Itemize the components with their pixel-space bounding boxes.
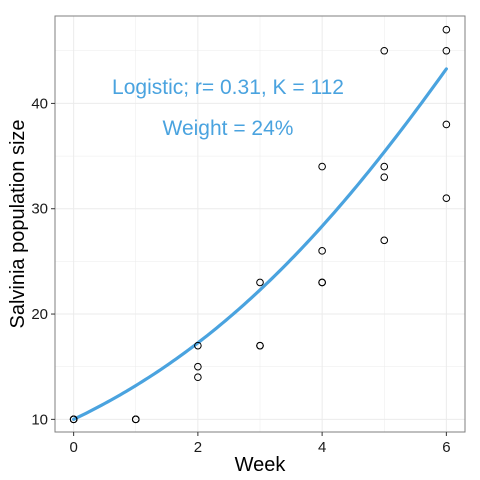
data-point xyxy=(194,373,202,382)
data-point xyxy=(69,415,78,424)
data-point xyxy=(131,415,140,424)
data-point xyxy=(380,173,389,181)
data-points xyxy=(69,25,451,424)
data-point xyxy=(256,278,264,287)
y-tick-label: 40 xyxy=(31,95,48,112)
data-point xyxy=(442,25,451,34)
y-tick-label: 20 xyxy=(31,306,48,323)
x-axis-title: Week xyxy=(235,454,287,476)
data-point xyxy=(442,46,451,55)
x-tick-label: 0 xyxy=(69,439,77,456)
data-point xyxy=(380,46,389,55)
y-tick-label: 10 xyxy=(31,411,48,428)
axis-ticks: 0 2 4 6 10 20 30 40 xyxy=(31,95,450,456)
weight-annotation-label: Weight = 24% xyxy=(163,117,294,140)
fit-curve xyxy=(72,67,448,421)
data-point xyxy=(318,278,326,287)
x-tick-label: 2 xyxy=(194,439,202,456)
data-point xyxy=(442,194,451,202)
data-point xyxy=(318,247,326,255)
data-point xyxy=(380,162,389,171)
fit-curve-layer xyxy=(72,67,448,421)
x-tick-label: 4 xyxy=(318,439,326,456)
fit-annotation-label: Logistic; r= 0.31, K = 112 xyxy=(112,76,344,99)
y-tick-label: 30 xyxy=(31,201,48,218)
x-tick-label: 6 xyxy=(442,439,450,456)
grid-lines xyxy=(55,16,465,432)
y-axis-title: Salvinia population size xyxy=(7,119,29,328)
data-point xyxy=(194,362,202,371)
data-point xyxy=(256,341,264,350)
data-point xyxy=(380,236,389,245)
data-point xyxy=(194,341,202,350)
data-point xyxy=(442,120,451,129)
data-point xyxy=(318,162,326,171)
panel-border xyxy=(54,15,466,433)
